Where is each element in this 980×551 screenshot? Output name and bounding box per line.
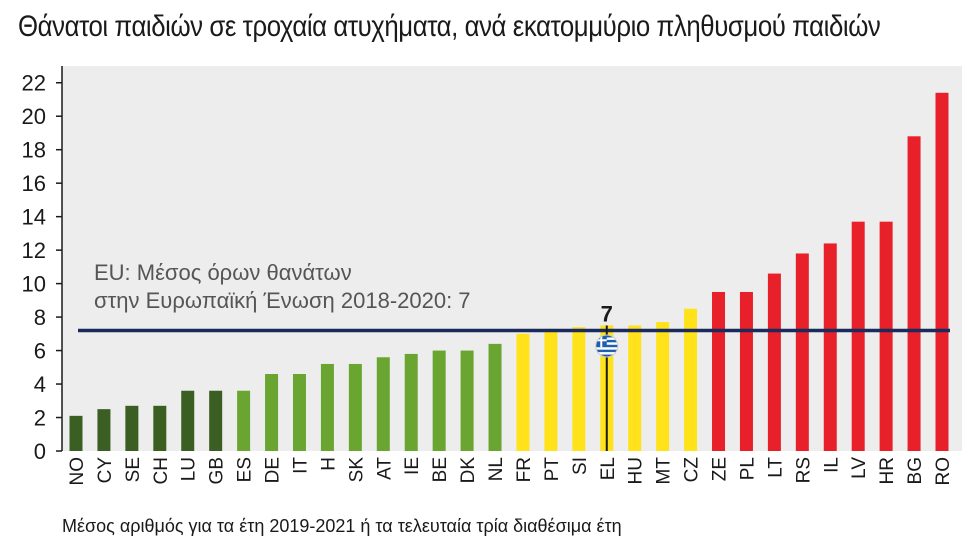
bar-GB (209, 390, 223, 451)
y-tick-label: 20 (22, 104, 46, 129)
x-tick-label-GB: GB (207, 457, 228, 484)
bar-BE (432, 350, 446, 451)
x-tick-label-SE: SE (123, 457, 144, 482)
x-tick-label-PT: PT (542, 457, 563, 482)
x-tick-label-NL: NL (486, 457, 507, 481)
x-tick-label-BG: BG (905, 457, 926, 484)
bar-IL (823, 243, 837, 451)
bar-LV (851, 221, 865, 451)
bar-ES (237, 390, 251, 451)
x-tick-label-DE: DE (263, 457, 284, 483)
flag-cross-v (600, 335, 603, 348)
x-tick-label-PL: PL (737, 457, 758, 480)
bars-group (69, 92, 949, 452)
y-tick-label: 6 (34, 339, 46, 364)
x-tick-label-HU: HU (626, 457, 647, 484)
y-tick-label: 16 (22, 171, 46, 196)
y-tick-label: 0 (34, 439, 46, 464)
bar-CZ (684, 308, 698, 451)
bar-CH (153, 405, 167, 451)
x-tick-label-MT: MT (654, 457, 675, 485)
x-tick-label-ZE: ZE (710, 457, 731, 481)
x-tick-label-SI: SI (570, 457, 591, 475)
chart-title: Θάνατοι παιδιών σε τροχαία ατυχήματα, αν… (18, 10, 881, 43)
highlight-group: 7 (595, 301, 619, 451)
bar-MT (656, 322, 670, 451)
x-tick-label-IE: IE (402, 457, 423, 475)
y-tick-label: 8 (34, 305, 46, 330)
bar-BG (907, 136, 921, 451)
bar-PL (739, 291, 753, 451)
x-tick-labels: NO CY SE CH LU GB ES DE IT H SK AT IE BE DK NL FR PT SI EL H… (67, 457, 954, 486)
y-tick-label: 12 (22, 238, 46, 263)
bar-H (320, 363, 334, 451)
x-tick-label-RO: RO (933, 457, 954, 486)
x-tick-label-CY: CY (95, 457, 116, 484)
flag-stripes (595, 335, 618, 357)
bar-ZE (712, 291, 726, 451)
bar-RO (935, 92, 949, 452)
y-tick-label: 22 (22, 71, 46, 96)
bar-SI (572, 327, 586, 451)
x-tick-label-LU: LU (179, 457, 200, 481)
bar-LU (181, 390, 195, 451)
y-tick-label: 18 (22, 138, 46, 163)
bar-SK (348, 363, 362, 451)
bar-NL (488, 343, 502, 451)
eu-average-label-line1: EU: Μέσος όρων θανάτων (94, 260, 352, 285)
bar-LT (767, 273, 781, 451)
bar-HU (628, 325, 642, 451)
x-tick-label-LV: LV (849, 457, 870, 479)
bar-HR (879, 221, 893, 451)
y-axis: 0 2 4 6 8 10 12 14 16 18 20 22 (22, 66, 63, 464)
x-tick-label-HR: HR (877, 457, 898, 484)
x-tick-label-RS: RS (793, 457, 814, 483)
x-tick-label-ES: ES (235, 457, 256, 482)
flag-border (595, 334, 619, 358)
y-tick-label: 4 (34, 372, 46, 397)
chart-footnote: Μέσος αριθμός για τα έτη 2019-2021 ή τα … (62, 516, 622, 536)
bar-RS (795, 253, 809, 451)
flag-stripe (595, 354, 618, 357)
x-tick-label-EL: EL (598, 457, 619, 480)
y-tick-label: 14 (22, 205, 46, 230)
x-tick-label-BE: BE (430, 457, 451, 482)
x-tick-label-NO: NO (67, 457, 88, 486)
x-tick-label-CZ: CZ (682, 457, 703, 483)
plot-background (62, 66, 962, 451)
reference-line-group: EU: Μέσος όρων θανάτων στην Ευρωπαϊκή Ένω… (78, 260, 950, 333)
x-tick-label-LT: LT (765, 457, 786, 478)
bar-SE (125, 405, 139, 451)
bar-NO (69, 415, 83, 451)
x-tick-label-CH: CH (151, 457, 172, 484)
flag-stripe (595, 349, 618, 353)
bar-IE (404, 353, 418, 451)
bar-DE (265, 374, 279, 451)
bar-CY (97, 409, 111, 451)
x-tick-label-DK: DK (458, 457, 479, 484)
x-tick-label-FR: FR (514, 457, 535, 482)
bar-DK (460, 350, 474, 451)
x-tick-label-IT: IT (290, 457, 311, 474)
x-tick-label-H: H (318, 457, 339, 471)
x-tick-label-IL: IL (821, 457, 842, 473)
eu-average-label-line2: στην Ευρωπαϊκή Ένωση 2018-2020: 7 (94, 288, 471, 313)
bar-IT (292, 374, 306, 451)
bar-FR (516, 333, 530, 451)
bar-AT (376, 357, 390, 451)
x-tick-label-AT: AT (374, 457, 395, 480)
greek-flag-icon (595, 334, 619, 358)
y-tick-label: 10 (22, 272, 46, 297)
x-tick-label-SK: SK (346, 457, 367, 483)
greece-value-label: 7 (601, 301, 613, 326)
bar-PT (544, 328, 558, 451)
y-tick-label: 2 (34, 406, 46, 431)
